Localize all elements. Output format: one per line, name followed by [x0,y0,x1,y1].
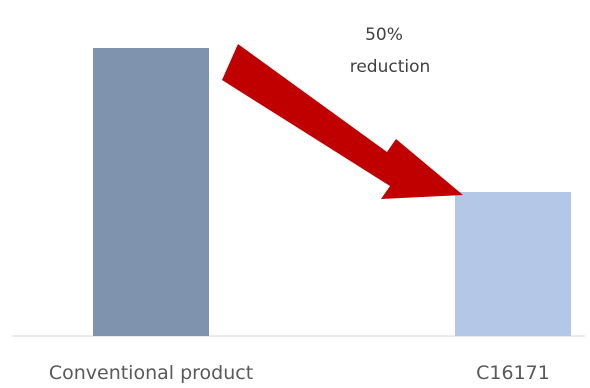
reduction-arrow [222,44,463,199]
bar-c16171 [455,192,571,336]
annotation-line-2: reduction [350,57,431,77]
bar-conventional-product [93,48,209,336]
category-label-c16171: C16171 [476,362,550,384]
annotation-line-1: 50% [365,25,403,45]
category-label-conventional-product: Conventional product [49,362,253,384]
